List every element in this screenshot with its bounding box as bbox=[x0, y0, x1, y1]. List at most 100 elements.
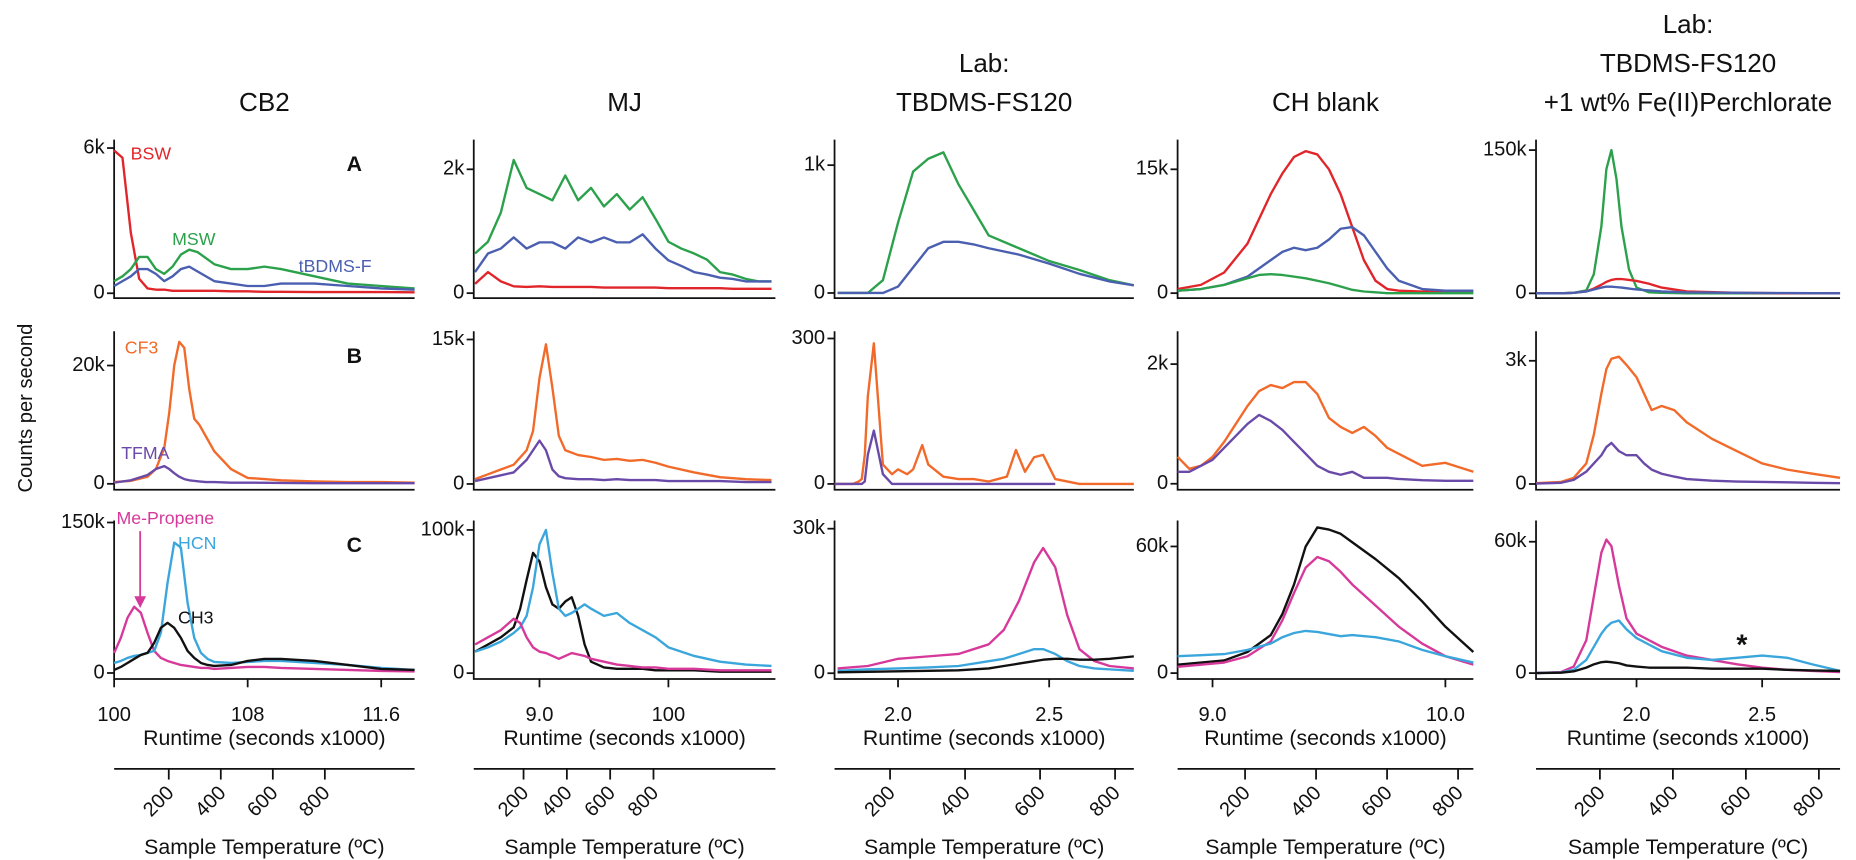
temperature-tick-label: 200 bbox=[139, 782, 178, 821]
series-line bbox=[1177, 225, 1474, 292]
y-tick-label: 150k bbox=[1483, 138, 1528, 160]
y-tick-label: 0 bbox=[814, 472, 825, 494]
annotation-arrow bbox=[134, 531, 147, 609]
y-tick-label: 300 bbox=[792, 327, 826, 349]
temperature-tick-label: 800 bbox=[295, 782, 334, 821]
y-tick-label: 2k bbox=[443, 158, 465, 180]
x-axis-label: Runtime (seconds x1000) bbox=[1204, 726, 1446, 750]
temperature-tick-label: 400 bbox=[1286, 782, 1325, 821]
y-tick-label: 0 bbox=[453, 281, 464, 303]
x-tick-label: 9.0 bbox=[1199, 704, 1227, 726]
temperature-tick-label: 600 bbox=[581, 782, 620, 821]
column-title: CH blank bbox=[1272, 87, 1380, 117]
axis-line bbox=[1535, 520, 1841, 680]
temperature-tick-label: 600 bbox=[243, 782, 282, 821]
series-line bbox=[113, 248, 415, 290]
series-line bbox=[113, 605, 415, 673]
series-line bbox=[1536, 285, 1841, 295]
y-tick-label: 0 bbox=[1157, 472, 1168, 494]
series-line bbox=[837, 655, 1134, 674]
temperature-tick-label: 200 bbox=[1215, 782, 1254, 821]
axis-line bbox=[833, 331, 1134, 491]
series-line bbox=[1177, 526, 1475, 666]
axis-line bbox=[472, 520, 776, 680]
column-title: MJ bbox=[607, 87, 642, 117]
temperature-tick-label: 400 bbox=[537, 782, 576, 821]
axis-line bbox=[113, 139, 415, 299]
y-tick-label: 20k bbox=[72, 354, 105, 376]
series-label: MSW bbox=[172, 229, 216, 249]
y-tick-label: 0 bbox=[93, 661, 104, 683]
x-tick-label: 108 bbox=[231, 704, 265, 726]
axis-line bbox=[833, 520, 1134, 680]
series-label: TFMA bbox=[121, 443, 169, 463]
y-tick-label: 0 bbox=[93, 282, 104, 304]
y-tick-label: 0 bbox=[1515, 661, 1526, 683]
series-line bbox=[1535, 355, 1841, 485]
y-tick-label: 0 bbox=[1515, 472, 1526, 494]
series-line bbox=[837, 151, 1135, 295]
x-tick-label: 11.6 bbox=[362, 704, 400, 726]
y-tick-label: 30k bbox=[793, 517, 826, 539]
y-tick-label: 0 bbox=[93, 472, 104, 494]
temperature-tick-label: 200 bbox=[1570, 782, 1609, 821]
series-line bbox=[1176, 380, 1474, 473]
temperature-tick-label: 600 bbox=[1010, 782, 1049, 821]
series-line bbox=[1535, 538, 1841, 675]
series-line bbox=[1177, 629, 1474, 664]
temperature-tick-label: 400 bbox=[1643, 782, 1682, 821]
axis-line bbox=[1176, 139, 1474, 299]
series-line bbox=[834, 342, 1134, 486]
x-tick-label: 100 bbox=[97, 704, 131, 726]
y-tick-label: 0 bbox=[814, 281, 825, 303]
y-tick-label: 60k bbox=[1494, 530, 1527, 552]
x-tick-label: 100 bbox=[652, 704, 686, 726]
column-title: Lab: bbox=[1663, 9, 1714, 39]
series-line bbox=[113, 464, 415, 485]
y-tick-label: 3k bbox=[1505, 349, 1527, 371]
x-tick-label: 2.0 bbox=[884, 704, 912, 726]
y-tick-label: 0 bbox=[453, 472, 464, 494]
series-label: CF3 bbox=[125, 338, 159, 358]
axis-line bbox=[1535, 331, 1841, 491]
x-tick-label: 10.0 bbox=[1426, 704, 1465, 726]
axis-line bbox=[472, 331, 776, 491]
temperature-axis-label: Sample Temperature (ºC) bbox=[504, 835, 744, 859]
series-line bbox=[1536, 148, 1841, 295]
temperature-axis-label: Sample Temperature (ºC) bbox=[1205, 835, 1445, 859]
y-tick-label: 2k bbox=[1147, 352, 1169, 374]
x-tick-label: 2.5 bbox=[1748, 704, 1776, 726]
y-tick-label: 6k bbox=[83, 136, 105, 158]
temperature-tick-label: 600 bbox=[1357, 782, 1396, 821]
temperature-axis-label: Sample Temperature (ºC) bbox=[1568, 835, 1808, 859]
series-line bbox=[1535, 441, 1841, 485]
panel-label: B bbox=[347, 344, 362, 368]
y-axis-label: Counts per second bbox=[15, 324, 37, 493]
column-title: TBDMS-FS120 bbox=[896, 87, 1072, 117]
x-axis-label: Runtime (seconds x1000) bbox=[863, 726, 1105, 750]
y-tick-label: 150k bbox=[61, 511, 106, 533]
x-tick-label: 2.0 bbox=[1623, 704, 1651, 726]
column-title: +1 wt% Fe(II)Perchlorate bbox=[1544, 87, 1832, 117]
temperature-tick-label: 800 bbox=[1789, 782, 1828, 821]
temperature-tick-label: 800 bbox=[1428, 782, 1467, 821]
series-line bbox=[837, 240, 1135, 295]
panel-label: A bbox=[347, 152, 362, 176]
temperature-tick-label: 200 bbox=[860, 782, 899, 821]
series-line bbox=[474, 343, 772, 482]
series-line bbox=[1536, 660, 1841, 675]
series-line bbox=[113, 265, 415, 291]
series-label: tBDMS-F bbox=[299, 256, 372, 276]
y-tick-label: 15k bbox=[432, 328, 465, 350]
series-line bbox=[474, 158, 772, 283]
series-line bbox=[113, 621, 415, 672]
axis-line bbox=[113, 331, 415, 491]
axis-line bbox=[1535, 139, 1841, 299]
x-tick-label: 2.5 bbox=[1035, 704, 1063, 726]
series-line bbox=[113, 541, 415, 672]
series-line bbox=[837, 647, 1134, 673]
y-tick-label: 0 bbox=[1157, 281, 1168, 303]
y-tick-label: 100k bbox=[421, 518, 466, 540]
temperature-axis-label: Sample Temperature (ºC) bbox=[864, 835, 1104, 859]
